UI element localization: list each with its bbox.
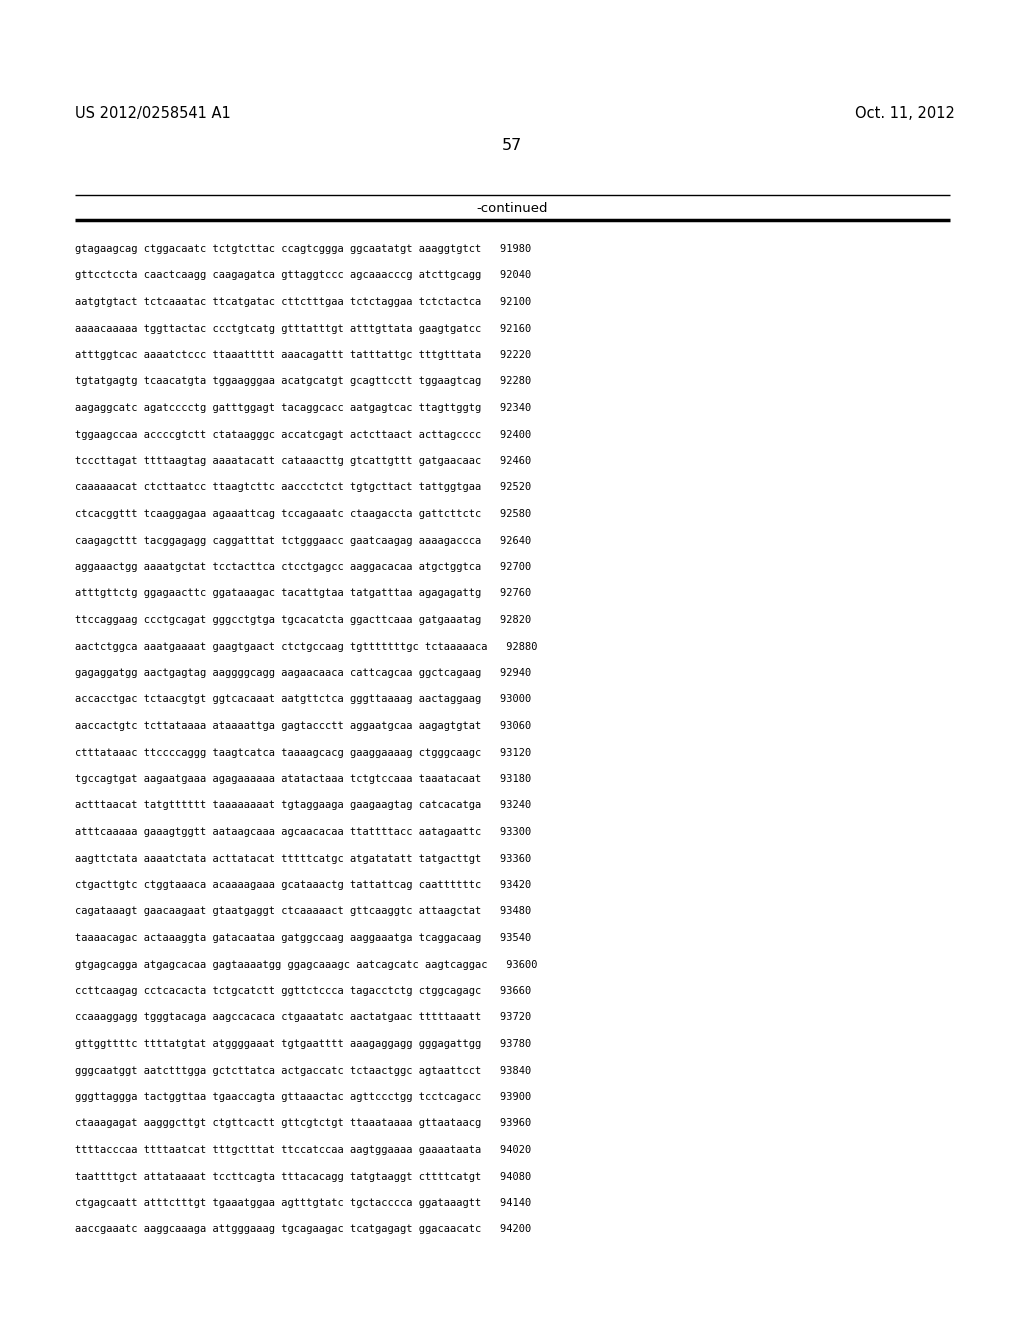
Text: gagaggatgg aactgagtag aaggggcagg aagaacaaca cattcagcaa ggctcagaag   92940: gagaggatgg aactgagtag aaggggcagg aagaaca… bbox=[75, 668, 531, 678]
Text: atttcaaaaa gaaagtggtt aataagcaaa agcaacacaa ttattttacc aatagaattc   93300: atttcaaaaa gaaagtggtt aataagcaaa agcaaca… bbox=[75, 828, 531, 837]
Text: Oct. 11, 2012: Oct. 11, 2012 bbox=[855, 106, 955, 121]
Text: ctgacttgtc ctggtaaaca acaaaagaaa gcataaactg tattattcag caattttttc   93420: ctgacttgtc ctggtaaaca acaaaagaaa gcataaa… bbox=[75, 880, 531, 890]
Text: aggaaactgg aaaatgctat tcctacttca ctcctgagcc aaggacacaa atgctggtca   92700: aggaaactgg aaaatgctat tcctacttca ctcctga… bbox=[75, 562, 531, 572]
Text: aaccgaaatc aaggcaaaga attgggaaag tgcagaagac tcatgagagt ggacaacatc   94200: aaccgaaatc aaggcaaaga attgggaaag tgcagaa… bbox=[75, 1225, 531, 1234]
Text: caaaaaacat ctcttaatcc ttaagtcttc aaccctctct tgtgcttact tattggtgaa   92520: caaaaaacat ctcttaatcc ttaagtcttc aaccctc… bbox=[75, 483, 531, 492]
Text: aatgtgtact tctcaaatac ttcatgatac cttctttgaa tctctaggaa tctctactca   92100: aatgtgtact tctcaaatac ttcatgatac cttcttt… bbox=[75, 297, 531, 308]
Text: gtgagcagga atgagcacaa gagtaaaatgg ggagcaaagc aatcagcatc aagtcaggac   93600: gtgagcagga atgagcacaa gagtaaaatgg ggagca… bbox=[75, 960, 538, 969]
Text: taaaacagac actaaaggta gatacaataa gatggccaag aaggaaatga tcaggacaag   93540: taaaacagac actaaaggta gatacaataa gatggcc… bbox=[75, 933, 531, 942]
Text: tgccagtgat aagaatgaaa agagaaaaaa atatactaaa tctgtccaaa taaatacaat   93180: tgccagtgat aagaatgaaa agagaaaaaa atatact… bbox=[75, 774, 531, 784]
Text: aactctggca aaatgaaaat gaagtgaact ctctgccaag tgtttttttgc tctaaaaaca   92880: aactctggca aaatgaaaat gaagtgaact ctctgcc… bbox=[75, 642, 538, 652]
Text: ctgagcaatt atttctttgt tgaaatggaa agtttgtatc tgctacccca ggataaagtt   94140: ctgagcaatt atttctttgt tgaaatggaa agtttgt… bbox=[75, 1199, 531, 1208]
Text: ccaaaggagg tgggtacaga aagccacaca ctgaaatatc aactatgaac tttttaaatt   93720: ccaaaggagg tgggtacaga aagccacaca ctgaaat… bbox=[75, 1012, 531, 1023]
Text: aaccactgtc tcttataaaa ataaaattga gagtaccctt aggaatgcaa aagagtgtat   93060: aaccactgtc tcttataaaa ataaaattga gagtacc… bbox=[75, 721, 531, 731]
Text: aaaacaaaaa tggttactac ccctgtcatg gtttatttgt atttgttata gaagtgatcc   92160: aaaacaaaaa tggttactac ccctgtcatg gtttatt… bbox=[75, 323, 531, 334]
Text: ttccaggaag ccctgcagat gggcctgtga tgcacatcta ggacttcaaa gatgaaatag   92820: ttccaggaag ccctgcagat gggcctgtga tgcacat… bbox=[75, 615, 531, 624]
Text: cagataaagt gaacaagaat gtaatgaggt ctcaaaaact gttcaaggtc attaagctat   93480: cagataaagt gaacaagaat gtaatgaggt ctcaaaa… bbox=[75, 907, 531, 916]
Text: gtagaagcag ctggacaatc tctgtcttac ccagtcggga ggcaatatgt aaaggtgtct   91980: gtagaagcag ctggacaatc tctgtcttac ccagtcg… bbox=[75, 244, 531, 253]
Text: aagttctata aaaatctata acttatacat tttttcatgc atgatatatt tatgacttgt   93360: aagttctata aaaatctata acttatacat tttttca… bbox=[75, 854, 531, 863]
Text: actttaacat tatgtttttt taaaaaaaat tgtaggaaga gaagaagtag catcacatga   93240: actttaacat tatgtttttt taaaaaaaat tgtagga… bbox=[75, 800, 531, 810]
Text: gggcaatggt aatctttgga gctcttatca actgaccatc tctaactggc agtaattcct   93840: gggcaatggt aatctttgga gctcttatca actgacc… bbox=[75, 1065, 531, 1076]
Text: caagagcttt tacggagagg caggatttat tctgggaacc gaatcaagag aaaagaccca   92640: caagagcttt tacggagagg caggatttat tctggga… bbox=[75, 536, 531, 545]
Text: ctaaagagat aagggcttgt ctgttcactt gttcgtctgt ttaaataaaa gttaataacg   93960: ctaaagagat aagggcttgt ctgttcactt gttcgtc… bbox=[75, 1118, 531, 1129]
Text: atttggtcac aaaatctccc ttaaattttt aaacagattt tatttattgc tttgtttata   92220: atttggtcac aaaatctccc ttaaattttt aaacaga… bbox=[75, 350, 531, 360]
Text: 57: 57 bbox=[502, 139, 522, 153]
Text: gggttaggga tactggttaa tgaaccagta gttaaactac agttccctgg tcctcagacc   93900: gggttaggga tactggttaa tgaaccagta gttaaac… bbox=[75, 1092, 531, 1102]
Text: ttttacccaa ttttaatcat tttgctttat ttccatccaa aagtggaaaa gaaaataata   94020: ttttacccaa ttttaatcat tttgctttat ttccatc… bbox=[75, 1144, 531, 1155]
Text: tcccttagat ttttaagtag aaaatacatt cataaacttg gtcattgttt gatgaacaac   92460: tcccttagat ttttaagtag aaaatacatt cataaac… bbox=[75, 455, 531, 466]
Text: US 2012/0258541 A1: US 2012/0258541 A1 bbox=[75, 106, 230, 121]
Text: accacctgac tctaacgtgt ggtcacaaat aatgttctca gggttaaaag aactaggaag   93000: accacctgac tctaacgtgt ggtcacaaat aatgttc… bbox=[75, 694, 531, 705]
Text: ctcacggttt tcaaggagaa agaaattcag tccagaaatc ctaagaccta gattcttctc   92580: ctcacggttt tcaaggagaa agaaattcag tccagaa… bbox=[75, 510, 531, 519]
Text: gttcctccta caactcaagg caagagatca gttaggtccc agcaaacccg atcttgcagg   92040: gttcctccta caactcaagg caagagatca gttaggt… bbox=[75, 271, 531, 281]
Text: -continued: -continued bbox=[476, 202, 548, 215]
Text: taattttgct attataaaat tccttcagta tttacacagg tatgtaaggt cttttcatgt   94080: taattttgct attataaaat tccttcagta tttacac… bbox=[75, 1172, 531, 1181]
Text: ctttataaac ttccccaggg taagtcatca taaaagcacg gaaggaaaag ctgggcaagc   93120: ctttataaac ttccccaggg taagtcatca taaaagc… bbox=[75, 747, 531, 758]
Text: gttggttttc ttttatgtat atggggaaat tgtgaatttt aaagaggagg gggagattgg   93780: gttggttttc ttttatgtat atggggaaat tgtgaat… bbox=[75, 1039, 531, 1049]
Text: tggaagccaa accccgtctt ctataagggc accatcgagt actcttaact acttagcccc   92400: tggaagccaa accccgtctt ctataagggc accatcg… bbox=[75, 429, 531, 440]
Text: tgtatgagtg tcaacatgta tggaagggaa acatgcatgt gcagttcctt tggaagtcag   92280: tgtatgagtg tcaacatgta tggaagggaa acatgca… bbox=[75, 376, 531, 387]
Text: ccttcaagag cctcacacta tctgcatctt ggttctccca tagacctctg ctggcagagc   93660: ccttcaagag cctcacacta tctgcatctt ggttctc… bbox=[75, 986, 531, 997]
Text: atttgttctg ggagaacttc ggataaagac tacattgtaa tatgatttaa agagagattg   92760: atttgttctg ggagaacttc ggataaagac tacattg… bbox=[75, 589, 531, 598]
Text: aagaggcatc agatcccctg gatttggagt tacaggcacc aatgagtcac ttagttggtg   92340: aagaggcatc agatcccctg gatttggagt tacaggc… bbox=[75, 403, 531, 413]
